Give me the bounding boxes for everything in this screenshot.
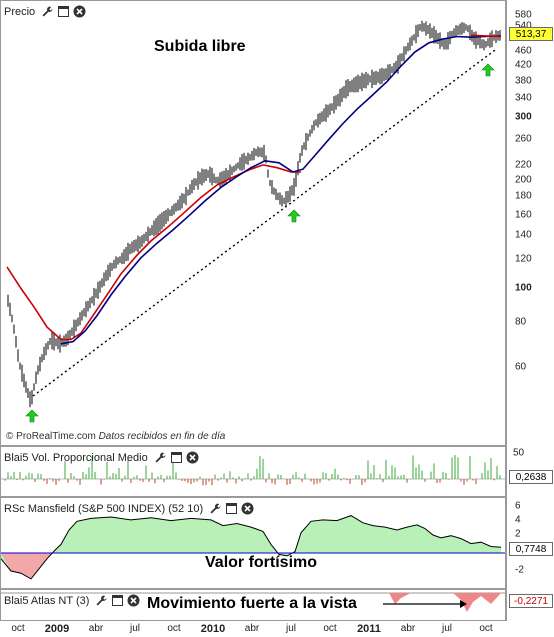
window-icon[interactable] xyxy=(57,5,70,18)
wrench-icon[interactable] xyxy=(154,451,167,464)
rsc-negative-area xyxy=(1,553,53,579)
price-tick-160: 160 xyxy=(515,209,532,221)
close-icon[interactable] xyxy=(241,502,254,515)
rsc-line xyxy=(1,515,502,580)
price-tick-60: 60 xyxy=(515,361,527,373)
price-bars xyxy=(7,20,501,408)
price-tick-180: 180 xyxy=(515,190,532,202)
atlas-chart xyxy=(1,592,505,612)
window-icon[interactable] xyxy=(170,451,183,464)
rsc-area xyxy=(1,515,501,579)
wrench-icon[interactable] xyxy=(209,502,222,515)
atlas-value-badge: -0,2271 xyxy=(509,594,553,608)
volume-panel-title: Blai5 Vol. Proporcional Medio xyxy=(4,451,148,464)
price-tick-220: 220 xyxy=(515,159,532,171)
rsc-annotation: Valor fortísimo xyxy=(205,554,318,571)
price-tick-380: 380 xyxy=(515,75,532,87)
window-icon[interactable] xyxy=(111,594,124,607)
rsc-tick-minus2: -2 xyxy=(515,564,524,576)
price-axis: 5805405004604203803403002602202001801601… xyxy=(506,0,554,446)
price-panel-header: Precio xyxy=(4,3,86,20)
support-trendline xyxy=(32,48,498,397)
price-tick-340: 340 xyxy=(515,92,532,104)
price-tick-100: 100 xyxy=(515,282,532,294)
x-axis-label-abr: abr xyxy=(400,623,416,634)
rsc-tick-6: 6 xyxy=(515,500,521,512)
atlas-negative-area xyxy=(453,593,501,612)
wrench-icon[interactable] xyxy=(41,5,54,18)
window-icon[interactable] xyxy=(225,502,238,515)
price-tick-200: 200 xyxy=(515,174,532,186)
close-icon[interactable] xyxy=(127,594,140,607)
price-tick-540: 540 xyxy=(515,21,532,32)
x-axis-label-jul: jul xyxy=(285,623,297,634)
rsc-panel-title: RSc Mansfield (S&P 500 INDEX) (52 10) xyxy=(4,502,204,515)
x-axis-label-2010: 2010 xyxy=(200,623,226,635)
source-note: Datos recibidos en fin de día xyxy=(98,431,226,442)
ma-long-line xyxy=(60,35,502,345)
close-icon[interactable] xyxy=(73,5,86,18)
price-chart xyxy=(6,20,502,423)
rsc-axis: 6 4 2 0,7748 -2 xyxy=(506,497,554,589)
rsc-tick-4: 4 xyxy=(515,514,521,526)
price-value-badge: 513,37 xyxy=(509,27,553,42)
price-annotation: Subida libre xyxy=(154,38,246,55)
x-axis-label-2009: 2009 xyxy=(44,623,70,635)
volume-panel: Blai5 Vol. Proporcional Medio xyxy=(0,446,506,497)
atlas-axis: -0,2271 xyxy=(506,589,554,621)
rsc-value-badge: 0,7748 xyxy=(509,542,553,556)
x-axis-label-oct: oct xyxy=(479,623,493,634)
rsc-tick-2: 2 xyxy=(515,528,521,540)
volume-axis: 50 0,2638 xyxy=(506,446,554,497)
x-axis-label-jul: jul xyxy=(441,623,453,634)
source-credit: © ProRealTime.com Datos recibidos en fin… xyxy=(6,431,225,442)
atlas-annotation: Movimiento fuerte a la vista xyxy=(147,595,357,612)
atlas-negative-area xyxy=(389,593,411,604)
x-axis-label-abr: abr xyxy=(244,623,260,634)
buy-signal-arrow-icon xyxy=(25,409,39,423)
atlas-panel-title: Blai5 Atlas NT (3) xyxy=(4,594,90,607)
price-panel-title: Precio xyxy=(4,5,36,18)
atlas-arrow-head-icon xyxy=(460,600,467,608)
x-axis-label-abr: abr xyxy=(88,623,104,634)
close-icon[interactable] xyxy=(186,451,199,464)
buy-signal-arrow-icon xyxy=(287,209,301,223)
volume-tick-50: 50 xyxy=(513,447,525,459)
x-axis-label-2011: 2011 xyxy=(357,623,381,635)
price-tick-300: 300 xyxy=(515,111,532,123)
rsc-panel-header: RSc Mansfield (S&P 500 INDEX) (52 10) xyxy=(4,500,254,517)
price-tick-580: 580 xyxy=(515,9,532,21)
price-tick-260: 260 xyxy=(515,133,532,145)
price-panel: Precio Subida libre © ProRealTime.com Da… xyxy=(0,0,506,446)
price-tick-120: 120 xyxy=(515,253,532,265)
volume-panel-header: Blai5 Vol. Proporcional Medio xyxy=(4,449,199,466)
x-axis-label-jul: jul xyxy=(129,623,141,634)
price-tick-140: 140 xyxy=(515,229,532,241)
atlas-panel-header: Blai5 Atlas NT (3) xyxy=(4,592,140,609)
buy-signal-arrow-icon xyxy=(481,63,495,77)
source-name: © ProRealTime.com xyxy=(6,431,96,442)
ma-short-line-end xyxy=(470,34,502,38)
volume-value-badge: 0,2638 xyxy=(509,470,553,484)
price-tick-420: 420 xyxy=(515,59,532,71)
x-axis-label-oct: oct xyxy=(323,623,337,634)
x-axis: oct 2009 abr jul oct 2010 abr jul oct 2011 abr jul o… xyxy=(0,621,554,637)
atlas-panel: Blai5 Atlas NT (3) Movimiento fuerte a l… xyxy=(0,589,506,621)
rsc-chart xyxy=(1,515,505,580)
volume-chart xyxy=(1,455,505,486)
ma-short-line xyxy=(6,164,301,341)
x-axis-label-oct: oct xyxy=(167,623,181,634)
price-tick-80: 80 xyxy=(515,316,527,328)
wrench-icon[interactable] xyxy=(95,594,108,607)
x-axis-label-oct: oct xyxy=(11,623,25,634)
price-tick-460: 460 xyxy=(515,45,532,57)
rsc-panel: RSc Mansfield (S&P 500 INDEX) (52 10) Va… xyxy=(0,497,506,589)
